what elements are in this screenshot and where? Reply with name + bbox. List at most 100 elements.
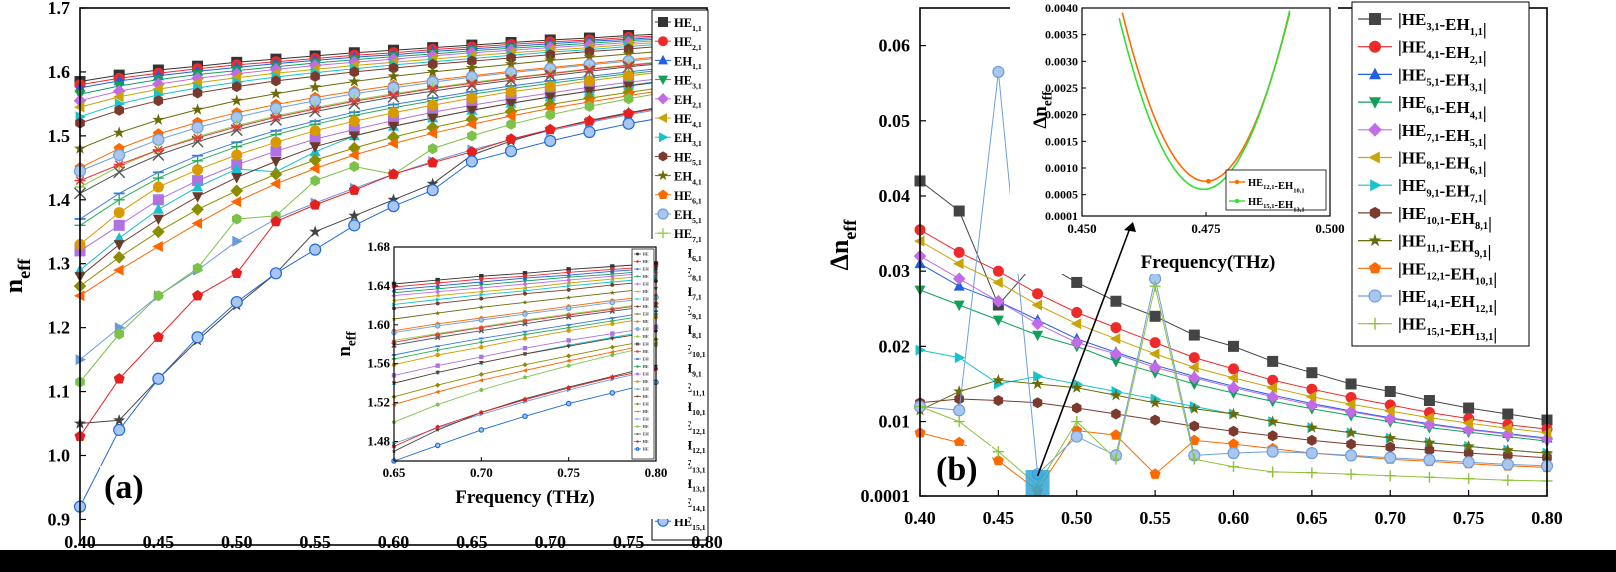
inset-point (522, 271, 528, 276)
data-point (992, 277, 1003, 288)
y-tick-label: 0.01 (879, 412, 911, 432)
data-point (309, 133, 321, 145)
data-point (427, 113, 439, 124)
data-point (622, 117, 635, 130)
data-point (152, 113, 165, 125)
data-point (232, 213, 242, 225)
data-point (1501, 422, 1513, 434)
data-point (1423, 471, 1435, 483)
data-point (623, 93, 634, 105)
inset-y-tick-label: 1.68 (367, 239, 390, 254)
inset-point (609, 276, 615, 282)
data-point (1109, 388, 1122, 401)
legend-marker (657, 169, 669, 181)
inset-x-tick-label: 0.80 (645, 465, 668, 480)
data-point (348, 131, 360, 142)
inset-point (435, 289, 441, 295)
data-point (309, 80, 322, 93)
inset-series (392, 343, 658, 425)
legend-marker (1369, 13, 1381, 25)
data-point (465, 155, 478, 168)
data-point (952, 272, 966, 285)
data-point (1149, 337, 1161, 349)
data-point (1462, 417, 1473, 429)
data-point (114, 328, 124, 340)
data-point (466, 105, 478, 117)
inset-legend-label: EH (643, 267, 650, 272)
data-point (270, 215, 282, 227)
data-point (191, 217, 202, 229)
data-point (1306, 383, 1318, 395)
inset-x-axis-label: Frequency (THz) (455, 487, 595, 508)
legend-label: |HE3,1-EH1,1| (1398, 10, 1487, 39)
data-point (231, 163, 243, 174)
data-point (114, 104, 124, 116)
inset-point (479, 340, 484, 345)
inset-legend-label: EH (643, 387, 650, 392)
legend-entry: HE5,1 (655, 150, 702, 167)
data-point (1423, 412, 1434, 424)
legend-b: |HE3,1-EH1,1||HE4,1-EH2,1||HE5,1-EH3,1||… (1351, 1, 1530, 347)
data-point (270, 157, 282, 168)
data-point (113, 414, 126, 426)
inset-legend-label: HE (643, 252, 649, 257)
data-point (992, 265, 1004, 277)
inset-y-tick-label: 0.0030 (1045, 54, 1078, 68)
y-tick-label: 1.7 (48, 0, 71, 18)
legend-label: HE2,1 (674, 35, 702, 52)
legend-label: EH1,1 (674, 54, 702, 71)
inset-point (478, 427, 485, 433)
inset-point (435, 277, 440, 283)
data-point (467, 130, 477, 142)
x-tick-label: 0.80 (1531, 508, 1563, 528)
data-point (953, 300, 965, 312)
data-point (1188, 379, 1200, 390)
data-point (426, 177, 439, 189)
legend-entry: |HE4,1-EH2,1| (1358, 38, 1487, 67)
inset-point (522, 299, 528, 305)
y-tick-label: 1.0 (48, 446, 71, 466)
data-point (992, 446, 1004, 458)
data-point (348, 219, 361, 232)
data-point (309, 243, 322, 256)
data-point (544, 81, 556, 93)
data-point (1228, 425, 1239, 437)
series-HE-12-1 (74, 83, 708, 302)
zoom-arrow (1036, 227, 1131, 477)
inset-legend-label: HE (643, 394, 649, 399)
data-point (113, 194, 125, 206)
data-point (113, 148, 126, 162)
inset-legend-label: HE (643, 259, 649, 264)
data-point (113, 264, 124, 276)
data-point (1111, 408, 1121, 420)
inset-legend-label: HE (643, 289, 649, 294)
data-point (545, 109, 555, 121)
y-tick-label: 0.0001 (861, 486, 911, 506)
inset-point (435, 297, 441, 302)
data-point (544, 134, 557, 148)
data-point (505, 98, 517, 110)
data-point (230, 94, 243, 106)
data-point (192, 175, 204, 187)
inset-legend-marker (1234, 179, 1240, 185)
data-point (1109, 347, 1123, 361)
data-point (953, 205, 965, 217)
inset-legend-label: EH (643, 372, 650, 377)
data-point (269, 167, 283, 181)
data-point (1266, 445, 1279, 458)
legend-marker (659, 132, 669, 143)
inset-legend-label: HE (643, 349, 649, 354)
data-point (467, 55, 477, 67)
data-point (427, 143, 438, 155)
x-tick-label: 0.65 (456, 532, 488, 552)
data-point (1385, 441, 1395, 453)
inset-series (391, 329, 659, 386)
legend-entry: HE1,1 (655, 16, 702, 33)
inset-point (522, 352, 528, 357)
data-point (544, 69, 556, 79)
data-point (992, 65, 1005, 79)
inset-point (479, 325, 484, 330)
data-point (191, 203, 204, 216)
data-point (349, 66, 360, 78)
legend-marker (1369, 206, 1381, 219)
